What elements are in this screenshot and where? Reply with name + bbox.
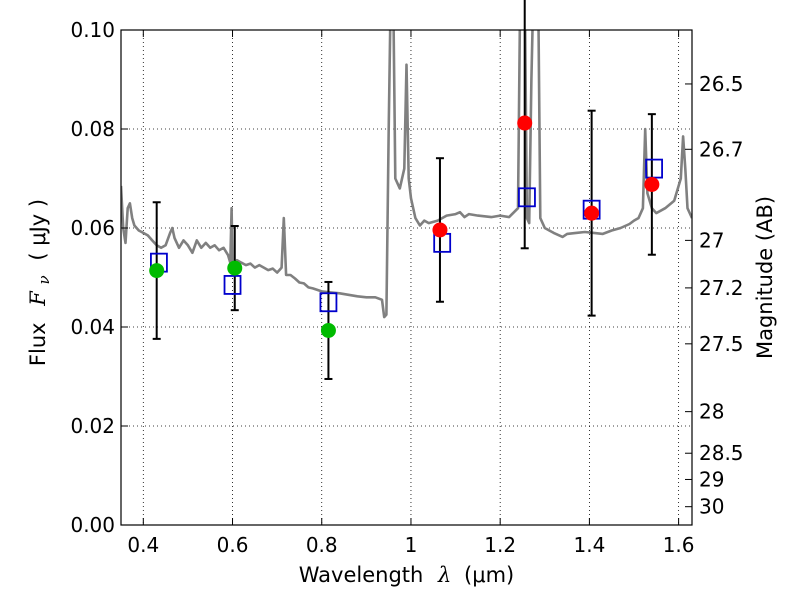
- error-bars: [152, 0, 656, 380]
- plot-frame: [120, 29, 693, 526]
- observed-flux-point: [227, 260, 243, 276]
- observed-flux-point: [644, 176, 660, 192]
- y-axis-label-prefix: Flux: [26, 322, 50, 366]
- y-tick-label: 0.08: [70, 117, 115, 141]
- magnitude-tick-label: 26.7: [699, 137, 744, 161]
- grid-lines: [121, 29, 692, 526]
- observed-flux-point: [517, 115, 533, 131]
- model-flux-square: [645, 158, 663, 179]
- observed-flux-point: [584, 205, 600, 221]
- model-flux-square: [223, 275, 242, 295]
- observed-flux-point: [320, 322, 336, 338]
- x-tick-label: 0.8: [306, 533, 338, 557]
- x-axis-label-symbol: λ: [437, 563, 451, 587]
- magnitude-tick-label: 27.5: [699, 332, 744, 356]
- data-markers: [149, 115, 663, 338]
- model-flux-square: [319, 292, 338, 313]
- magnitude-axis-label: Magnitude (AB): [753, 196, 777, 359]
- magnitude-tick-label: 30: [699, 495, 724, 519]
- magnitude-tick-label: 29: [699, 467, 724, 491]
- spectrum-line: [121, 30, 692, 319]
- x-tick-label: 1: [405, 533, 418, 557]
- model-flux-square: [518, 187, 536, 208]
- x-tick-label: 1.2: [484, 533, 516, 557]
- y-axis-label-unit: ( μJy ): [26, 199, 50, 261]
- magnitude-tick-label: 28: [699, 400, 724, 424]
- y-tick-label: 0.04: [70, 315, 115, 339]
- y-axis-label-subscript: ν: [35, 275, 53, 284]
- x-tick-label: 0.4: [127, 533, 159, 557]
- observed-flux-point: [149, 263, 165, 279]
- x-tick-label: 0.6: [217, 533, 249, 557]
- y-tick-label: 0.06: [70, 216, 115, 240]
- y-axis-label-symbol: F: [26, 290, 50, 307]
- y-axis-label: Flux F ν ( μJy ): [26, 199, 54, 366]
- magnitude-tick-label: 26.5: [699, 72, 744, 96]
- x-tick-label: 1.6: [663, 533, 695, 557]
- x-axis-label: Wavelength λ (μm): [299, 563, 514, 587]
- x-axis-label-prefix: Wavelength: [299, 563, 424, 587]
- spectrum-layer: [121, 30, 692, 319]
- axis-ticks: 0.4 0.6 0.8 1 1.2 1.4 1.6 0.00 0.02 0.04 0.06 0.08 0…: [70, 18, 743, 557]
- observed-flux-point: [432, 222, 448, 238]
- x-axis-label-unit: (μm): [464, 563, 514, 587]
- y-tick-label: 0.10: [70, 18, 115, 42]
- y-tick-label: 0.00: [70, 513, 115, 537]
- x-tick-label: 1.4: [573, 533, 605, 557]
- magnitude-tick-label: 27.2: [699, 276, 744, 300]
- y-tick-label: 0.02: [70, 414, 115, 438]
- magnitude-tick-label: 27: [699, 228, 724, 252]
- magnitude-tick-label: 28.5: [699, 441, 744, 465]
